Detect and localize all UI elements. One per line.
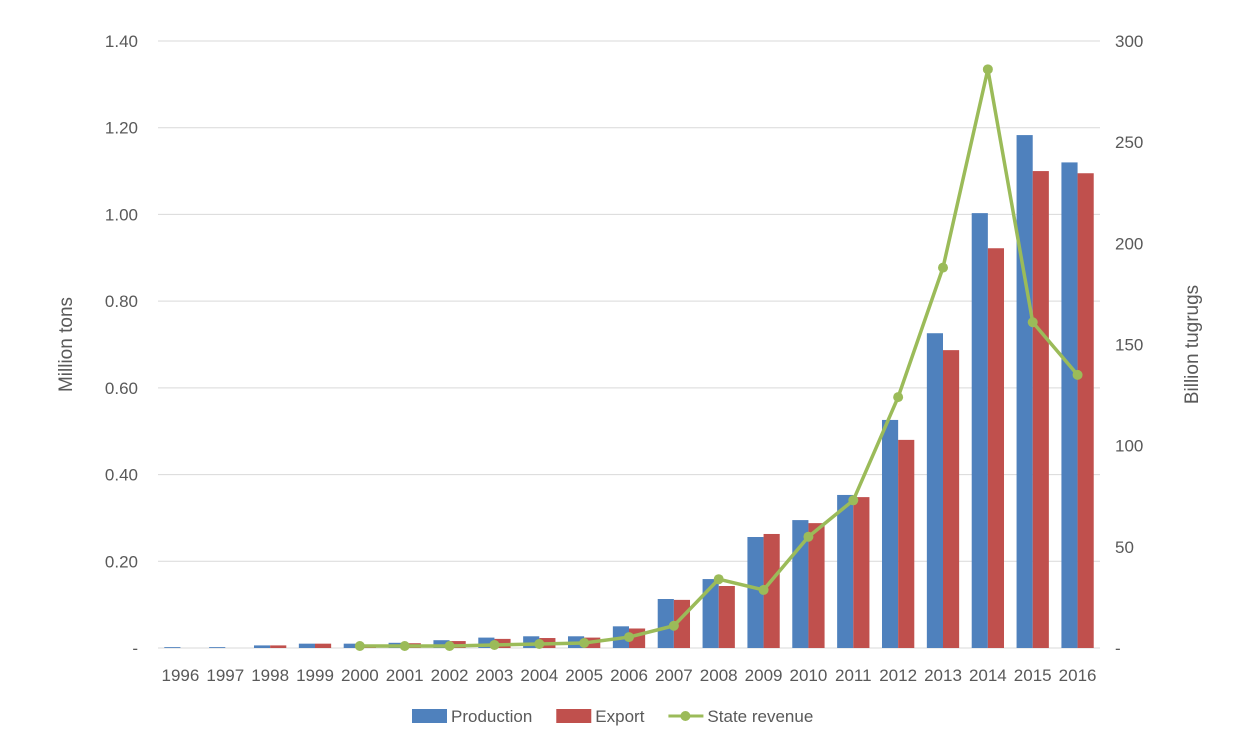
x-tick-label: 2001 [386, 666, 424, 685]
x-tick-label: 2009 [745, 666, 783, 685]
point-state-revenue [399, 640, 410, 651]
y2-axis-label: Billion tugrugs [1182, 285, 1203, 404]
point-state-revenue [803, 531, 814, 542]
y2-tick-label: 250 [1115, 133, 1143, 152]
x-tick-label: 1999 [296, 666, 334, 685]
bar-production [343, 643, 360, 648]
bar-production [523, 636, 540, 648]
x-tick-label: 2003 [476, 666, 514, 685]
legend-label: Production [451, 707, 532, 726]
y2-tick-label: 50 [1115, 538, 1134, 557]
point-state-revenue [489, 639, 500, 650]
x-tick-label: 2014 [969, 666, 1007, 685]
point-state-revenue [938, 262, 948, 273]
bar-production [881, 419, 899, 648]
bar-production [1016, 135, 1033, 648]
bar-production [971, 213, 988, 648]
x-tick-label: 2000 [341, 666, 379, 685]
bar-production [837, 494, 854, 648]
bar-export [1032, 171, 1049, 649]
bar-export [943, 350, 960, 648]
point-state-revenue [1027, 317, 1038, 328]
point-state-revenue [444, 640, 455, 651]
y2-tick-label: 150 [1115, 336, 1143, 355]
point-state-revenue [758, 584, 769, 595]
bar-production [1061, 162, 1078, 648]
y-tick-label: 0.80 [105, 292, 138, 311]
x-tick-label: 2016 [1059, 666, 1097, 685]
legend-item: State revenue [668, 707, 813, 726]
x-tick-label: 2008 [700, 666, 738, 685]
y-tick-label: - [132, 639, 138, 658]
y-tick-label: 1.00 [105, 205, 138, 224]
point-state-revenue [624, 632, 634, 643]
bar-production [209, 647, 226, 648]
legend-marker [680, 711, 691, 721]
point-state-revenue [713, 574, 724, 585]
legend-swatch [412, 709, 447, 723]
bar-export [315, 643, 332, 648]
x-tick-label: 2010 [790, 666, 828, 685]
x-tick-label: 2015 [1014, 666, 1052, 685]
bar-production [747, 537, 764, 648]
bar-export [1077, 173, 1094, 648]
y-tick-label: 0.20 [105, 552, 138, 571]
bar-export [853, 497, 870, 648]
x-tick-label: 1998 [251, 666, 289, 685]
x-tick-label: 1996 [162, 666, 200, 685]
x-tick-label: 1997 [206, 666, 244, 685]
y-tick-label: 1.40 [105, 32, 138, 51]
bar-production [926, 333, 943, 648]
point-state-revenue [579, 637, 590, 648]
y2-tick-label: 200 [1115, 234, 1143, 253]
x-tick-label: 2013 [924, 666, 962, 685]
point-state-revenue [1072, 369, 1083, 380]
bar-production [657, 599, 674, 648]
legend-label: Export [595, 707, 644, 726]
bar-export [718, 585, 735, 648]
y2-tick-label: 100 [1115, 437, 1143, 456]
legend-swatch [556, 709, 592, 723]
point-state-revenue [354, 640, 365, 651]
bar-production [164, 647, 181, 648]
x-tick-label: 2012 [879, 666, 917, 685]
point-state-revenue [848, 495, 859, 506]
x-tick-label: 2011 [835, 666, 872, 685]
legend-label: State revenue [707, 707, 813, 726]
bar-export [808, 523, 825, 648]
point-state-revenue [668, 620, 679, 631]
y-tick-label: 0.60 [105, 379, 138, 398]
x-tick-label: 2005 [565, 666, 603, 685]
x-tick-label: 2002 [431, 666, 469, 685]
x-tick-label: 2004 [520, 666, 558, 685]
bar-production [298, 643, 315, 648]
bar-production [253, 645, 271, 648]
bar-production [478, 637, 495, 648]
y-tick-label: 1.20 [105, 119, 138, 138]
bar-export [898, 439, 915, 648]
y2-tick-label: - [1115, 639, 1121, 658]
line-state-revenue [359, 68, 1079, 648]
y-axis-label: Million tons [56, 297, 77, 392]
bar-export [763, 533, 780, 648]
point-state-revenue [534, 638, 545, 649]
bar-production [433, 640, 450, 648]
x-tick-label: 2007 [655, 666, 693, 685]
point-state-revenue [982, 64, 993, 75]
point-state-revenue [893, 392, 904, 403]
legend-item: Export [556, 707, 645, 726]
bar-production [702, 579, 719, 648]
x-tick-label: 2006 [610, 666, 648, 685]
bar-export [270, 645, 287, 648]
bar-export [987, 248, 1005, 649]
legend-item: Production [412, 707, 532, 726]
y2-tick-label: 300 [1115, 32, 1143, 51]
y-tick-label: 0.40 [105, 466, 138, 485]
